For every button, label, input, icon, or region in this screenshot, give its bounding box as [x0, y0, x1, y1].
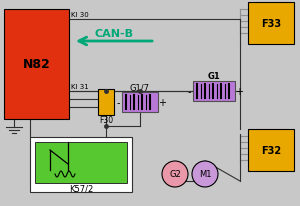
Circle shape	[162, 161, 188, 187]
Text: +: +	[158, 97, 166, 108]
FancyBboxPatch shape	[35, 142, 127, 183]
Text: CAN-B: CAN-B	[94, 29, 134, 39]
FancyBboxPatch shape	[193, 82, 235, 102]
Text: -: -	[187, 87, 191, 97]
Circle shape	[192, 161, 218, 187]
FancyBboxPatch shape	[4, 10, 69, 119]
Text: F32: F32	[261, 145, 281, 155]
Text: N82: N82	[22, 58, 50, 71]
Text: +: +	[235, 87, 243, 97]
FancyBboxPatch shape	[248, 129, 294, 171]
Text: G1/7: G1/7	[130, 83, 150, 92]
Text: KI 30: KI 30	[71, 12, 89, 18]
Text: -: -	[116, 97, 120, 108]
FancyBboxPatch shape	[98, 90, 114, 115]
Text: M1: M1	[199, 170, 211, 179]
FancyBboxPatch shape	[248, 3, 294, 45]
Text: G2: G2	[169, 170, 181, 179]
Text: KI 31: KI 31	[71, 84, 89, 90]
Text: K57/2: K57/2	[69, 184, 93, 193]
FancyBboxPatch shape	[30, 137, 132, 192]
Text: G1: G1	[208, 72, 220, 81]
Text: F33: F33	[261, 19, 281, 29]
FancyBboxPatch shape	[122, 92, 158, 112]
Text: F30: F30	[99, 116, 113, 125]
